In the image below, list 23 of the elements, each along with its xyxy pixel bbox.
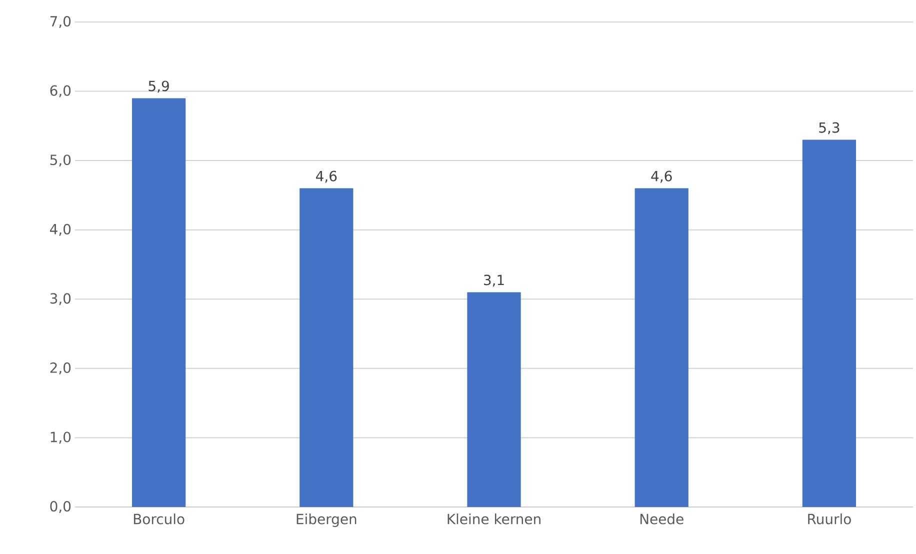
y-tick-label: 6,0 <box>50 85 71 98</box>
data-label: 4,6 <box>316 170 337 183</box>
x-tick-label: Eibergen <box>296 514 356 528</box>
y-tick-label: 2,0 <box>50 362 71 374</box>
data-label: 3,1 <box>484 274 504 287</box>
bar <box>467 292 521 507</box>
y-tick-label: 4,0 <box>50 224 71 236</box>
bar <box>634 188 688 507</box>
x-tick-label: Neede <box>640 514 684 524</box>
x-tick-label: Ruurlo <box>808 514 851 524</box>
x-tick-label: Borculo <box>134 514 184 524</box>
y-tick-label: 7,0 <box>50 16 71 28</box>
y-tick-label: 5,0 <box>50 154 71 167</box>
data-label: 4,6 <box>651 170 672 183</box>
x-tick-label: Kleine kernen <box>448 514 540 524</box>
y-tick-label: 3,0 <box>50 293 71 306</box>
bar <box>300 188 354 507</box>
y-tick-label: 1,0 <box>50 432 71 444</box>
bar <box>802 140 856 507</box>
data-label: 5,9 <box>148 80 169 93</box>
bar <box>132 98 186 507</box>
data-label: 5,3 <box>819 122 840 134</box>
y-tick-label: 0,0 <box>50 500 71 513</box>
